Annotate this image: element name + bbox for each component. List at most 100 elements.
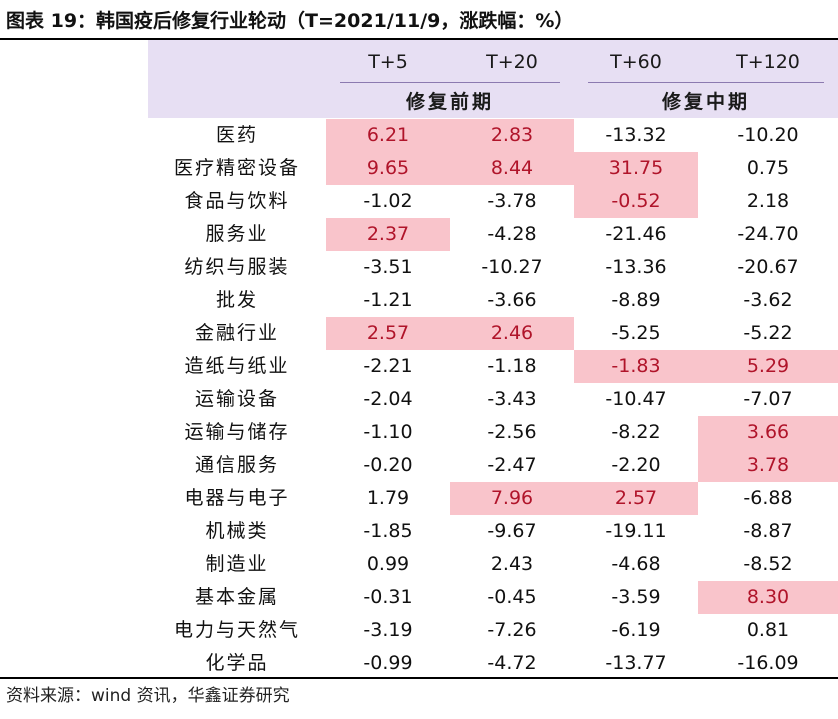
- table-row: 服务业 2.37 -4.28 -21.46 -24.70: [0, 218, 838, 251]
- value-cell: -10.47: [605, 388, 667, 410]
- value-cell-highlighted: -1.83: [574, 350, 698, 383]
- value-cell: -2.47: [487, 454, 537, 476]
- industry-name: 通信服务: [194, 454, 279, 476]
- value-cell: -2.04: [363, 388, 413, 410]
- table-row: 机械类 -1.85 -9.67 -19.11 -8.87: [0, 515, 838, 548]
- value-cell: -13.36: [605, 256, 667, 278]
- industry-name: 基本金属: [194, 586, 279, 608]
- value-cell: -8.87: [743, 520, 793, 542]
- bottom-rule: [0, 677, 838, 679]
- table-row: 基本金属 -0.31 -0.45 -3.59 8.30: [0, 581, 838, 614]
- industry-name: 食品与饮料: [184, 190, 290, 212]
- value-cell-highlighted: 2.37: [326, 218, 450, 251]
- title-rule: [0, 38, 838, 40]
- industry-name: 批发: [215, 289, 258, 311]
- column-header-t120: T+120: [736, 51, 800, 73]
- table-row: 批发 -1.21 -3.66 -8.89 -3.62: [0, 284, 838, 317]
- figure-title: 图表 19：韩国疫后修复行业轮动（T=2021/11/9，涨跌幅：%）: [6, 10, 574, 32]
- column-header-t60: T+60: [610, 51, 662, 73]
- value-cell: 2.18: [746, 190, 790, 212]
- value-cell-highlighted: 2.46: [450, 317, 574, 350]
- value-cell: -1.18: [487, 355, 537, 377]
- value-cell: -4.68: [611, 553, 661, 575]
- value-cell: -3.78: [487, 190, 537, 212]
- value-cell-highlighted: 31.75: [574, 152, 698, 185]
- table-row: 医药 6.21 2.83 -13.32 -10.20: [0, 119, 838, 152]
- value-cell: -3.19: [363, 619, 413, 641]
- value-cell: -6.19: [611, 619, 661, 641]
- value-cell: -8.52: [743, 553, 793, 575]
- value-cell: -1.21: [363, 289, 413, 311]
- value-cell: -4.72: [487, 652, 537, 674]
- value-cell-highlighted: 8.30: [698, 581, 838, 614]
- value-cell: -10.27: [481, 256, 543, 278]
- table-row: 金融行业 2.57 2.46 -5.25 -5.22: [0, 317, 838, 350]
- industry-name: 电器与电子: [184, 487, 290, 509]
- value-cell: -1.85: [363, 520, 413, 542]
- column-header-t20: T+20: [486, 51, 538, 73]
- value-cell: -2.20: [611, 454, 661, 476]
- group-divider-early: [340, 82, 560, 83]
- industry-name: 机械类: [205, 520, 269, 542]
- value-cell: -7.26: [487, 619, 537, 641]
- value-cell: -19.11: [605, 520, 667, 542]
- industry-name: 化学品: [205, 652, 269, 674]
- value-cell: 0.81: [746, 619, 790, 641]
- group-header-mid: 修复中期: [661, 91, 750, 113]
- group-divider-mid: [588, 82, 824, 83]
- value-cell: -0.45: [487, 586, 537, 608]
- industry-name: 纺织与服装: [184, 256, 290, 278]
- value-cell-highlighted: 5.29: [698, 350, 838, 383]
- table-row: 运输与储存 -1.10 -2.56 -8.22 3.66: [0, 416, 838, 449]
- value-cell: 0.99: [366, 553, 410, 575]
- value-cell: -1.10: [363, 421, 413, 443]
- value-cell-highlighted: 2.57: [326, 317, 450, 350]
- value-cell: -10.20: [737, 124, 799, 146]
- table-row: 电器与电子 1.79 7.96 2.57 -6.88: [0, 482, 838, 515]
- industry-name: 金融行业: [194, 322, 279, 344]
- value-cell: -6.88: [743, 487, 793, 509]
- industry-name: 造纸与纸业: [184, 355, 290, 377]
- value-cell: -3.43: [487, 388, 537, 410]
- value-cell: -8.89: [611, 289, 661, 311]
- value-cell: -8.22: [611, 421, 661, 443]
- value-cell: -5.22: [743, 322, 793, 344]
- source-note: 资料来源：wind 资讯，华鑫证券研究: [6, 686, 290, 706]
- industry-name: 电力与天然气: [173, 619, 300, 641]
- value-cell: -4.28: [487, 223, 537, 245]
- value-cell: -13.77: [605, 652, 667, 674]
- table-row: 食品与饮料 -1.02 -3.78 -0.52 2.18: [0, 185, 838, 218]
- value-cell: -2.56: [487, 421, 537, 443]
- value-cell: -5.25: [611, 322, 661, 344]
- value-cell-highlighted: 2.57: [574, 482, 698, 515]
- value-cell: -2.21: [363, 355, 413, 377]
- value-cell: -21.46: [605, 223, 667, 245]
- value-cell-highlighted: 9.65: [326, 152, 450, 185]
- industry-name: 运输设备: [194, 388, 279, 410]
- value-cell: -0.99: [363, 652, 413, 674]
- table-row: 运输设备 -2.04 -3.43 -10.47 -7.07: [0, 383, 838, 416]
- industry-name: 医疗精密设备: [173, 157, 300, 179]
- value-cell: -3.51: [363, 256, 413, 278]
- table-row: 造纸与纸业 -2.21 -1.18 -1.83 5.29: [0, 350, 838, 383]
- value-cell: -3.59: [611, 586, 661, 608]
- industry-name: 服务业: [205, 223, 269, 245]
- value-cell-highlighted: 7.96: [450, 482, 574, 515]
- value-cell: 0.75: [746, 157, 790, 179]
- value-cell: -9.67: [487, 520, 537, 542]
- value-cell: 2.43: [490, 553, 534, 575]
- value-cell-highlighted: 2.83: [450, 119, 574, 152]
- table-row: 纺织与服装 -3.51 -10.27 -13.36 -20.67: [0, 251, 838, 284]
- industry-name: 制造业: [205, 553, 269, 575]
- table-row: 通信服务 -0.20 -2.47 -2.20 3.78: [0, 449, 838, 482]
- value-cell: -0.20: [363, 454, 413, 476]
- column-header-t5: T+5: [368, 51, 408, 73]
- value-cell: -0.31: [363, 586, 413, 608]
- value-cell-highlighted: 8.44: [450, 152, 574, 185]
- table-row: 医疗精密设备 9.65 8.44 31.75 0.75: [0, 152, 838, 185]
- value-cell: -16.09: [737, 652, 799, 674]
- value-cell-highlighted: 3.78: [698, 449, 838, 482]
- industry-name: 运输与储存: [184, 421, 290, 443]
- value-cell: -13.32: [605, 124, 667, 146]
- value-cell-highlighted: 3.66: [698, 416, 838, 449]
